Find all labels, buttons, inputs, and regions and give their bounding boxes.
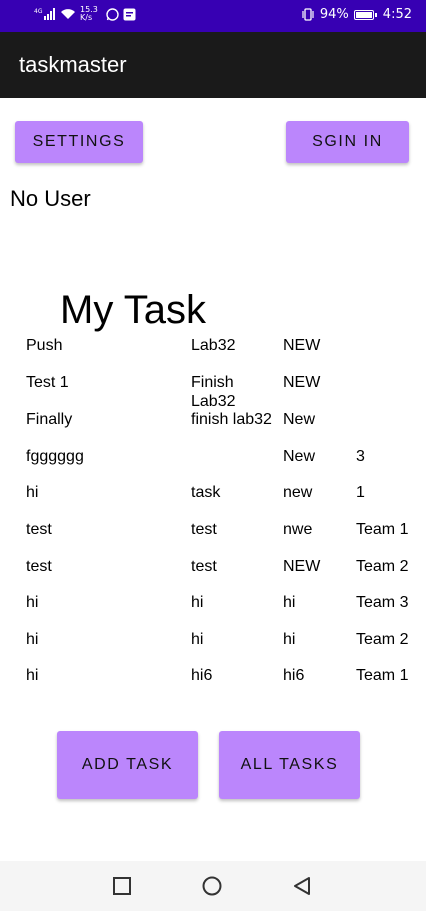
clock: 4:52 (382, 7, 412, 22)
task-state: new (283, 484, 313, 501)
task-title: test (26, 558, 52, 575)
task-body: task (191, 484, 221, 501)
signal-icon: 4G (34, 8, 56, 20)
network-type: 4G (34, 8, 43, 15)
task-row[interactable]: Finally finish lab32 New (26, 410, 426, 446)
all-tasks-button[interactable]: ALL TASKS (219, 731, 360, 799)
page-heading: My Task (60, 288, 206, 332)
vibrate-icon (301, 8, 315, 21)
task-body: hi (191, 594, 204, 611)
task-row[interactable]: hi hi hi Team 3 (26, 593, 426, 629)
task-body: Finish Lab32 (191, 374, 236, 410)
task-title: hi (26, 667, 39, 684)
task-title: hi (26, 631, 39, 648)
app-bar: taskmaster (0, 32, 426, 98)
task-team: 3 (356, 448, 365, 465)
task-state: New (283, 411, 316, 428)
task-row[interactable]: Test 1 Finish Lab32 NEW (26, 373, 426, 410)
system-nav-bar (0, 861, 426, 911)
task-team: 1 (356, 484, 365, 501)
task-row[interactable]: hi hi hi Team 2 (26, 630, 426, 666)
task-row[interactable]: hi hi6 hi6 Team 1 (26, 666, 426, 702)
task-body: test (191, 521, 217, 538)
task-body: hi (191, 631, 204, 648)
task-title: test (26, 521, 52, 538)
task-team: Team 2 (356, 558, 409, 575)
triangle-back-icon[interactable] (292, 876, 312, 896)
task-state: hi (283, 631, 296, 648)
task-state: hi6 (283, 667, 305, 684)
task-state: NEW (283, 558, 321, 575)
task-row[interactable]: Push Lab32 NEW (26, 336, 426, 372)
circle-icon[interactable] (202, 876, 222, 896)
app-title: taskmaster (19, 52, 127, 77)
task-row[interactable]: fgggggg New 3 (26, 447, 426, 483)
task-body: test (191, 558, 217, 575)
square-icon[interactable] (112, 876, 132, 896)
sign-in-button[interactable]: SGIN IN (286, 121, 409, 163)
settings-button[interactable]: SETTINGS (15, 121, 143, 163)
task-body: hi6 (191, 667, 213, 684)
task-title: Test 1 (26, 374, 69, 391)
task-team: Team 1 (356, 667, 409, 684)
task-row[interactable]: hi task new 1 (26, 483, 426, 519)
network-speed: 15.3 K/s (80, 5, 98, 22)
task-team: Team 3 (356, 594, 409, 611)
task-team: Team 2 (356, 631, 409, 648)
status-right: 94% 4:52 (301, 7, 412, 22)
status-bar: 4G 15.3 K/s (0, 0, 426, 32)
whatsapp-icon (106, 7, 119, 21)
task-title: Push (26, 337, 63, 354)
task-title: hi (26, 484, 39, 501)
message-icon (123, 8, 136, 21)
task-team: Team 1 (356, 521, 409, 538)
task-title: fgggggg (26, 448, 84, 465)
task-title: hi (26, 594, 39, 611)
task-state: New (283, 448, 316, 465)
task-title: Finally (26, 411, 73, 428)
status-left: 4G 15.3 K/s (34, 6, 136, 22)
wifi-icon (60, 8, 76, 20)
task-row[interactable]: test test nwe Team 1 (26, 520, 426, 556)
user-label: No User (10, 186, 91, 211)
task-row[interactable]: test test NEW Team 2 (26, 557, 426, 593)
task-body: Lab32 (191, 337, 236, 354)
task-state: hi (283, 594, 296, 611)
battery-icon (353, 9, 377, 20)
task-state: NEW (283, 374, 321, 391)
task-body: finish lab32 (191, 411, 272, 428)
task-state: nwe (283, 521, 313, 538)
add-task-button[interactable]: ADD TASK (57, 731, 198, 799)
battery-percent: 94% (319, 7, 349, 22)
task-state: NEW (283, 337, 321, 354)
